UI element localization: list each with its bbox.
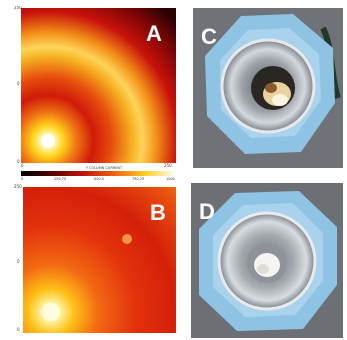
panel-a-colorbar — [21, 171, 176, 176]
panel-a-label: A — [146, 21, 162, 46]
photo-d-sample-shadow — [257, 264, 269, 274]
photo-d-sample — [254, 253, 280, 277]
panel-a-y-tick-bottom: 0 — [17, 159, 20, 164]
panel-b-y-tick-mid: 0 — [17, 259, 20, 264]
panel-b-y-tick-bottom: 0 — [17, 327, 20, 332]
panel-d-label: D — [199, 199, 215, 224]
colorbar-tick-4: 1000 — [166, 177, 175, 181]
colorbar-tick-0: 0 — [21, 177, 24, 181]
panel-a-colorbar-title: Y COLUMN CURRENT — [85, 166, 123, 170]
panel-a-y-tick-mid: 0 — [17, 81, 20, 86]
panel-d: D — [191, 183, 343, 338]
panel-b-label: B — [150, 200, 166, 225]
panel-c: C — [193, 8, 343, 168]
photo-c-sample-brown — [265, 83, 277, 93]
heatmap-a — [21, 8, 176, 163]
photo-c-sample-highlight — [272, 94, 288, 106]
panel-b: 250 0 0 B — [14, 184, 179, 336]
colorbar-tick-2: 500.5 — [94, 177, 105, 181]
heatmap-b — [23, 187, 176, 333]
photo-d-holder-rim — [217, 211, 317, 311]
panel-a: 250 0 0 0 250 A Y COLUMN CURRENT — [14, 6, 179, 184]
heatmap-b-hotspot — [42, 303, 60, 321]
panel-b-y-tick-top: 250 — [14, 184, 22, 189]
photo-c — [193, 8, 343, 168]
panel-a-x-tick-right: 250 — [164, 163, 172, 168]
photo-d — [191, 183, 343, 338]
colorbar-tick-3: 750.25 — [132, 177, 145, 181]
photo-c-holder-rim — [220, 38, 316, 134]
heatmap-b-secondary-spot — [122, 234, 132, 244]
panel-a-y-tick-top: 250 — [14, 6, 22, 10]
panel-a-x-tick-left: 0 — [21, 163, 24, 168]
colorbar-tick-1: 250.75 — [54, 177, 67, 181]
panel-c-label: C — [201, 24, 217, 49]
heatmap-a-hotspot — [41, 134, 55, 148]
